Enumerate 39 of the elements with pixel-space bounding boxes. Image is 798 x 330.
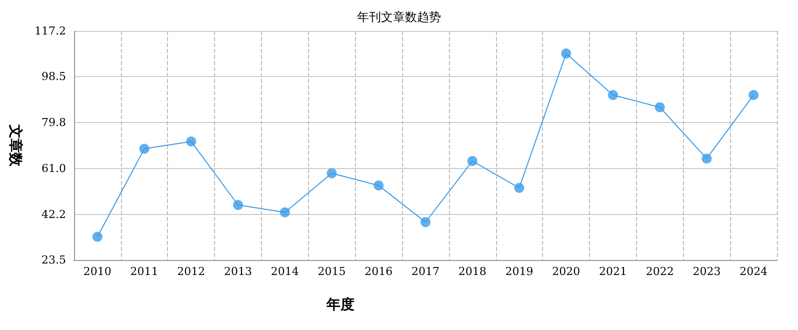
point [561, 48, 572, 58]
point [280, 207, 290, 218]
x-tick-label: 2012 [177, 265, 206, 278]
point [186, 136, 196, 146]
x-tick-label: 2021 [598, 265, 627, 278]
y-tick-label: 42.2 [42, 208, 66, 221]
y-tick-label: 79.8 [42, 116, 66, 129]
x-tick-label: 2011 [130, 265, 158, 278]
point [326, 168, 337, 178]
point [654, 102, 665, 112]
point [139, 144, 150, 154]
point [514, 182, 524, 193]
x-tick-label: 2024 [740, 265, 768, 278]
point [420, 217, 430, 228]
y-tick-label: 98.5 [42, 70, 66, 84]
point [374, 180, 384, 190]
x-tick-label: 2015 [318, 265, 346, 278]
y-tick-label: 23.5 [42, 254, 66, 266]
x-tick-label: 2016 [364, 265, 393, 278]
x-tick-label: 2023 [692, 265, 721, 278]
x-tick-label: 2022 [646, 265, 674, 278]
point [92, 232, 102, 242]
point [467, 156, 478, 166]
x-tick-label: 2010 [83, 265, 112, 278]
point [233, 200, 244, 210]
y-axis-title: 文章数 [7, 124, 24, 168]
point [608, 90, 618, 100]
x-tick-label: 2014 [270, 265, 299, 278]
x-tick-label: 2019 [505, 265, 534, 278]
x-tick-label: 2017 [412, 265, 440, 278]
x-tick-label: 2018 [458, 265, 486, 278]
y-tick-label: 117.2 [34, 24, 66, 38]
x-axis-title: 年度 [326, 296, 354, 313]
y-tick-label: 61.0 [42, 162, 66, 175]
x-tick-label: 2020 [552, 265, 580, 278]
chart-title: 年刊文章数趋势 [357, 10, 441, 24]
x-tick-label: 2013 [224, 265, 252, 278]
point [748, 90, 759, 100]
point [702, 154, 712, 164]
